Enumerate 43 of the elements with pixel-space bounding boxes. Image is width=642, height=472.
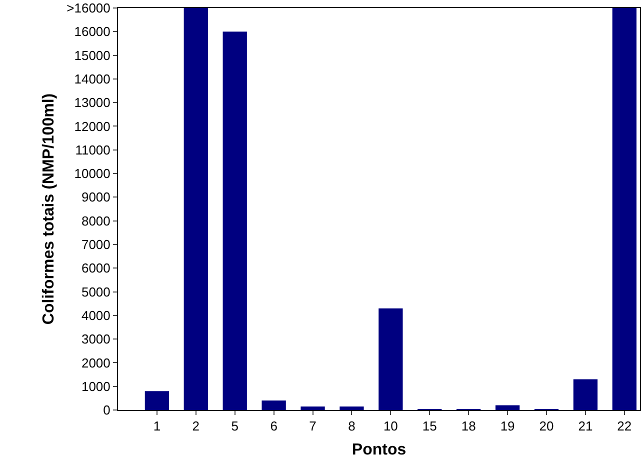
x-tick-label: 8 <box>348 418 356 434</box>
x-tick-label: 21 <box>578 418 593 434</box>
bar <box>495 405 520 410</box>
y-tick-label: 15000 <box>74 48 110 63</box>
y-tick-label: 14000 <box>74 71 110 86</box>
x-tick-label: 10 <box>383 418 398 434</box>
y-tick-label: 7000 <box>81 237 110 252</box>
x-tick-label: 19 <box>500 418 515 434</box>
bar <box>340 406 364 410</box>
y-tick-label: 11000 <box>75 142 110 158</box>
y-tick-label: 16000 <box>74 24 110 40</box>
y-tick-label: 6000 <box>81 260 110 276</box>
y-tick-label: 3000 <box>81 332 110 347</box>
x-tick-label: 15 <box>422 418 437 434</box>
y-tick-label: 4000 <box>81 308 110 323</box>
bar <box>144 391 170 410</box>
bar <box>300 406 325 410</box>
x-tick-label: 6 <box>270 418 278 434</box>
x-tick-label: 20 <box>539 418 554 434</box>
x-tick-label: 1 <box>153 418 161 434</box>
y-tick-label: 2000 <box>81 355 110 370</box>
y-tick-label: 5000 <box>81 284 110 300</box>
y-tick-label: 10000 <box>74 166 110 182</box>
y-tick-label: 12000 <box>74 118 110 134</box>
x-tick-label: 18 <box>461 418 476 434</box>
x-tick-label: 2 <box>192 418 200 434</box>
bar <box>222 32 247 410</box>
y-tick-label: 1000 <box>81 378 110 394</box>
y-tick-label: 0 <box>103 402 110 418</box>
bar <box>262 400 286 410</box>
x-tick-label: 5 <box>231 418 238 434</box>
x-tick-label: 7 <box>309 418 316 434</box>
bar <box>378 308 403 410</box>
y-tick-label: 8000 <box>81 213 110 228</box>
y-axis-title: Coliformes totais (NMP/100ml) <box>40 93 58 325</box>
y-tick-label: 13000 <box>74 95 110 110</box>
y-tick-label: >16000 <box>66 0 110 16</box>
bar <box>612 8 636 410</box>
bar <box>184 8 208 410</box>
y-tick-label: 9000 <box>81 190 110 205</box>
x-axis-title: Pontos <box>352 441 406 458</box>
bar <box>573 379 598 410</box>
x-tick-label: 22 <box>617 418 632 434</box>
